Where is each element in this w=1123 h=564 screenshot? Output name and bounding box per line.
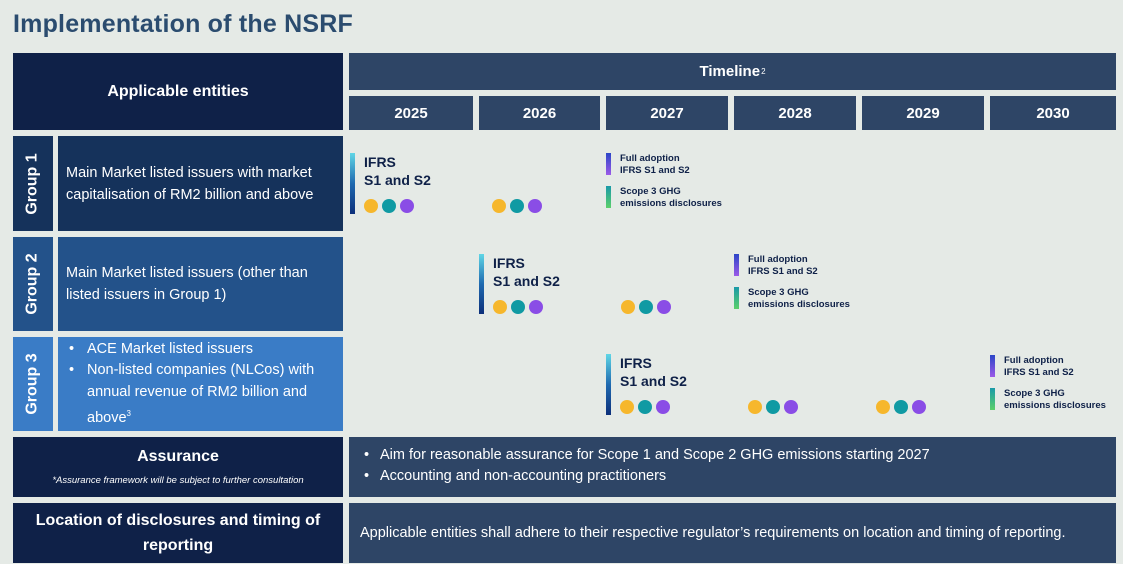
year-2030: 2030 — [990, 96, 1116, 130]
year-2029: 2029 — [862, 96, 984, 130]
yellow-dot — [493, 300, 507, 314]
full-adoption-g2: Full adoption IFRS S1 and S2 — [748, 254, 818, 277]
status-dots-g2-2027 — [621, 300, 671, 314]
teal-dot — [638, 400, 652, 414]
ifrs-marker-bar — [606, 354, 611, 415]
timeline-footnote: 2 — [761, 67, 766, 76]
scope3-marker — [734, 287, 739, 309]
scope3-g3: Scope 3 GHG emissions disclosures — [1004, 388, 1106, 411]
scope3-g1: Scope 3 GHG emissions disclosures — [620, 186, 722, 209]
purple-dot — [784, 400, 798, 414]
group-3-bullet-1: ACE Market listed issuers — [66, 339, 343, 361]
teal-dot — [510, 199, 524, 213]
ifrs-marker-bar — [479, 254, 484, 314]
group-2-description: Main Market listed issuers (other than l… — [58, 237, 343, 331]
full-adoption-marker — [606, 153, 611, 175]
assurance-point-2: Accounting and non-accounting practition… — [361, 466, 1104, 487]
assurance-header: Assurance *Assurance framework will be s… — [13, 437, 343, 497]
status-dots-g3-2027 — [620, 400, 670, 414]
teal-dot — [511, 300, 525, 314]
scope3-marker — [606, 186, 611, 208]
assurance-title: Assurance — [137, 448, 219, 465]
yellow-dot — [748, 400, 762, 414]
yellow-dot — [620, 400, 634, 414]
yellow-dot — [876, 400, 890, 414]
page-title: Implementation of the NSRF — [13, 10, 353, 38]
assurance-content: Aim for reasonable assurance for Scope 1… — [349, 437, 1116, 497]
purple-dot — [912, 400, 926, 414]
group-1-description: Main Market listed issuers with market c… — [58, 136, 343, 231]
status-dots-g3-2029 — [876, 400, 926, 414]
status-dots-g1-2025 — [364, 199, 414, 213]
purple-dot — [529, 300, 543, 314]
teal-dot — [894, 400, 908, 414]
status-dots-g2-2026 — [493, 300, 543, 314]
timeline-label: Timeline — [699, 63, 761, 80]
yellow-dot — [621, 300, 635, 314]
teal-dot — [382, 199, 396, 213]
year-2028: 2028 — [734, 96, 856, 130]
assurance-note: *Assurance framework will be subject to … — [52, 475, 304, 486]
year-2025: 2025 — [349, 96, 473, 130]
status-dots-g1-2026 — [492, 199, 542, 213]
group-3-description: ACE Market listed issuers Non-listed com… — [58, 337, 343, 431]
ifrs-milestone-g2: IFRS S1 and S2 — [493, 255, 560, 289]
full-adoption-g3: Full adoption IFRS S1 and S2 — [1004, 355, 1074, 378]
yellow-dot — [492, 199, 506, 213]
full-adoption-g1: Full adoption IFRS S1 and S2 — [620, 153, 690, 176]
year-2027: 2027 — [606, 96, 728, 130]
group-2-tab: Group 2 — [13, 237, 53, 331]
group-3-bullet-2: Non-listed companies (NLCos) with annual… — [66, 360, 343, 429]
purple-dot — [657, 300, 671, 314]
scope3-g2: Scope 3 GHG emissions disclosures — [748, 287, 850, 310]
year-2026: 2026 — [479, 96, 600, 130]
teal-dot — [639, 300, 653, 314]
group-1-tab: Group 1 — [13, 136, 53, 231]
purple-dot — [400, 199, 414, 213]
applicable-entities-header: Applicable entities — [13, 53, 343, 130]
location-content: Applicable entities shall adhere to thei… — [349, 503, 1116, 563]
timeline-header: Timeline 2 — [349, 53, 1116, 90]
ifrs-milestone-g3: IFRS S1 and S2 — [620, 355, 687, 389]
status-dots-g3-2028 — [748, 400, 798, 414]
group-3-tab: Group 3 — [13, 337, 53, 431]
ifrs-marker-bar — [350, 153, 355, 214]
full-adoption-marker — [734, 254, 739, 276]
scope3-marker — [990, 388, 995, 410]
assurance-point-1: Aim for reasonable assurance for Scope 1… — [361, 445, 1104, 466]
yellow-dot — [364, 199, 378, 213]
ifrs-milestone-g1: IFRS S1 and S2 — [364, 154, 431, 188]
teal-dot — [766, 400, 780, 414]
location-header: Location of disclosures and timing of re… — [13, 503, 343, 563]
purple-dot — [656, 400, 670, 414]
purple-dot — [528, 199, 542, 213]
full-adoption-marker — [990, 355, 995, 377]
